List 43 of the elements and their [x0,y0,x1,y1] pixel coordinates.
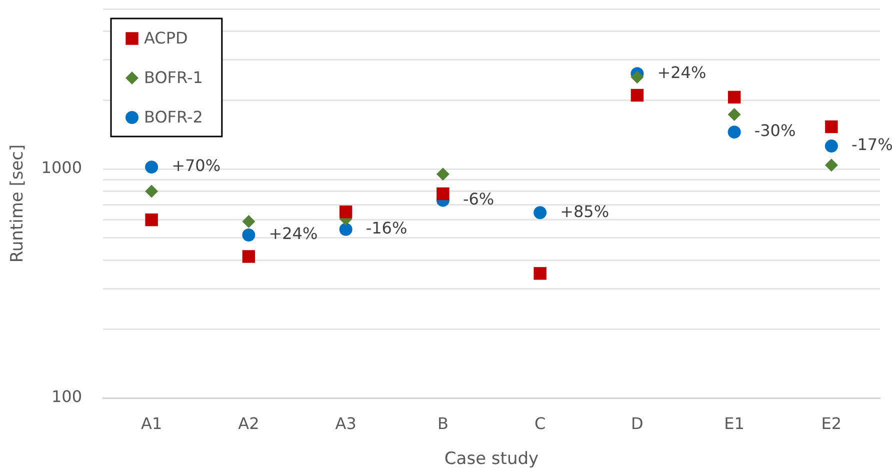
annotation: +24% [657,62,706,82]
point [436,187,450,200]
annotation: -6% [462,189,494,208]
legend-label: BOFR-1 [144,68,203,88]
point [339,222,352,236]
x-tick-label: C [534,414,546,433]
y-tick-label: 100 [51,387,82,406]
annotation: -17% [851,135,892,154]
point [436,168,450,181]
point [242,228,256,242]
point [242,250,256,263]
annotation: +85% [560,202,610,221]
x-tick-label: A1 [141,414,162,433]
point [145,160,158,174]
x-tick-label: D [631,414,644,433]
point [242,215,256,228]
point [145,213,158,226]
point [630,88,644,102]
x-tick-label: E2 [821,414,842,433]
legend-label: ACPD [144,28,188,48]
x-tick-label: A2 [238,414,260,433]
point [339,206,352,218]
point [728,108,741,122]
point [728,126,741,139]
point [630,70,644,84]
point [145,184,158,198]
y-tick-label: 1000 [41,158,82,178]
x-tick-label: B [437,414,448,433]
annotation: -16% [366,218,408,238]
point [824,140,838,153]
annotation: -30% [754,121,796,140]
annotation: +24% [268,224,318,244]
x-axis-title: Case study [444,449,539,470]
annotation: +70% [172,156,221,176]
point [824,158,838,172]
point [534,267,546,280]
y-axis-title: Runtime [sec] [8,144,28,263]
x-tick-label: E1 [724,414,744,433]
point [534,206,547,220]
x-tick-label: A3 [335,414,356,433]
point [728,90,741,104]
point [825,120,838,134]
legend-label: BOFR-2 [144,108,203,127]
